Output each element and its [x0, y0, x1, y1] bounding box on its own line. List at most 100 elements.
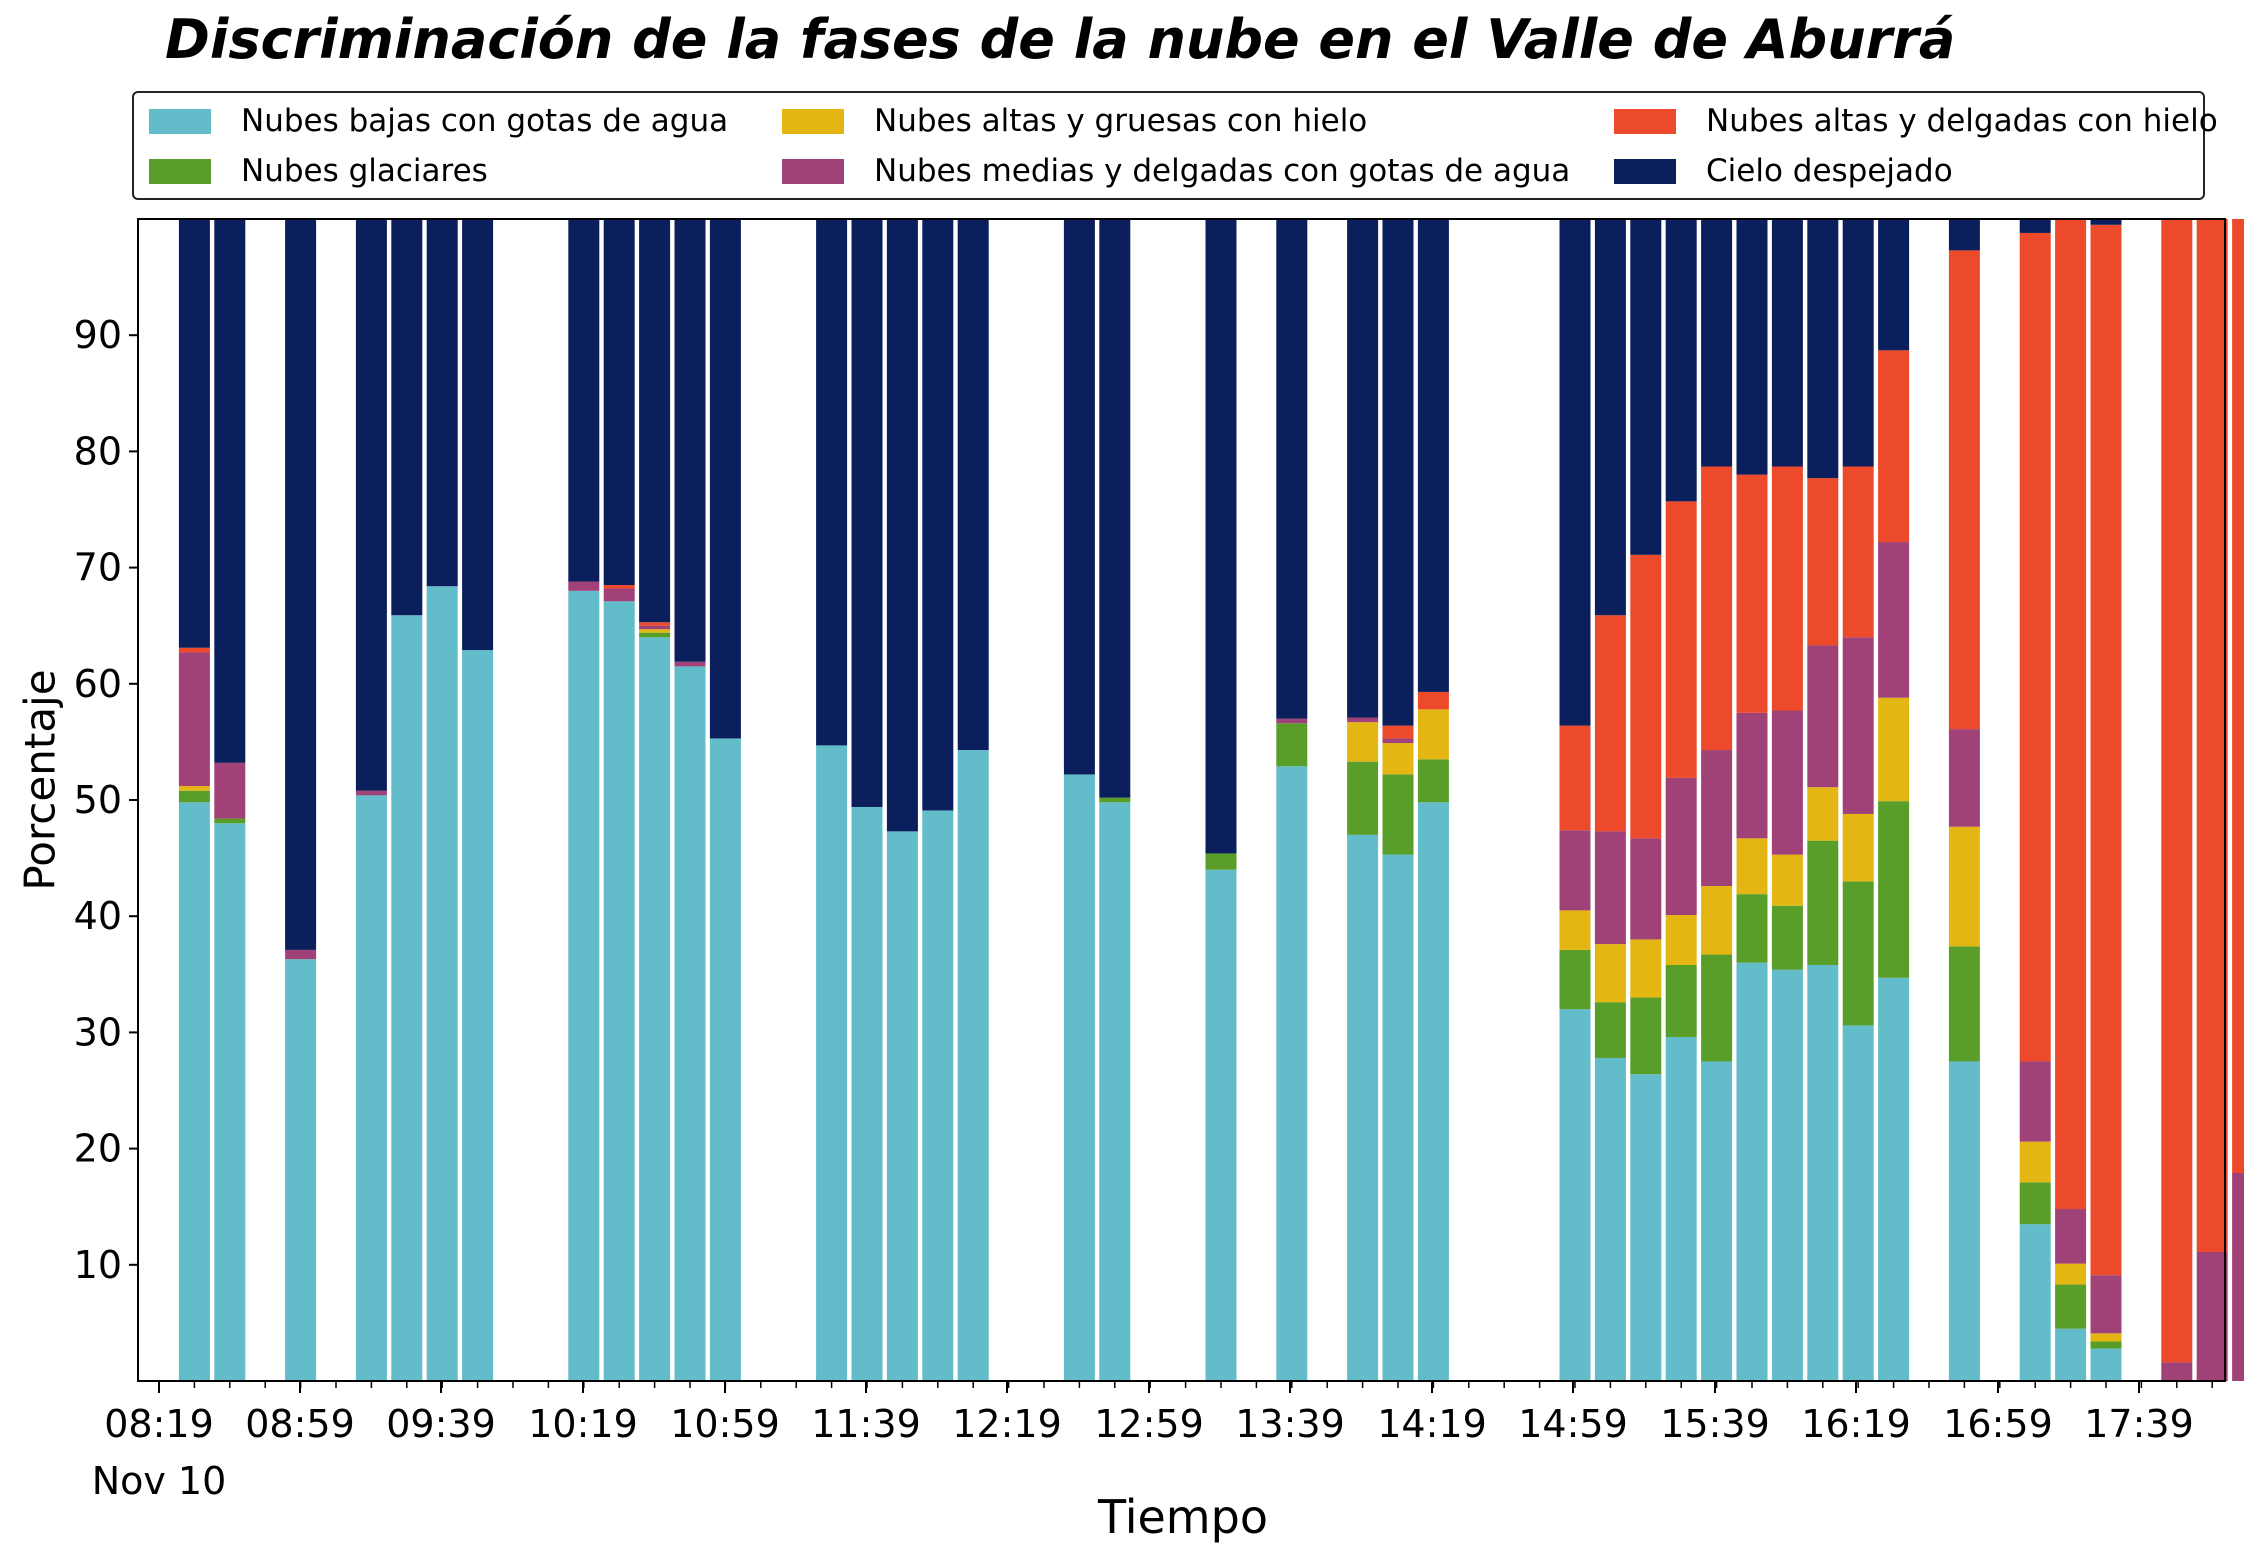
bar-segment	[1736, 712, 1768, 839]
bar-segment	[1807, 478, 1839, 646]
bar-segment	[2090, 219, 2122, 225]
bar-segment	[1559, 219, 1591, 726]
bar-segment	[1594, 219, 1626, 616]
bar-segment	[2161, 219, 2193, 1363]
bar-segment	[2055, 1284, 2087, 1329]
bar-segment	[674, 219, 706, 662]
bar-segment	[1771, 466, 1803, 711]
bar-segment	[1205, 853, 1237, 870]
bar-segment	[886, 831, 918, 1381]
bar-segment	[603, 219, 635, 586]
x-tick-sublabel: Nov 10	[92, 1459, 227, 1503]
chart-title: Discriminación de la fases de la nube en…	[165, 8, 1956, 71]
bar-segment	[1347, 219, 1379, 718]
x-tick-label: 13:39	[1235, 1402, 1345, 1446]
bar-segment	[2055, 1263, 2087, 1285]
bar-segment	[1701, 466, 1733, 751]
bar-segment	[639, 219, 671, 623]
bar-segment	[1807, 965, 1839, 1381]
x-tick-label: 10:59	[670, 1402, 780, 1446]
bar-segment	[1878, 350, 1910, 543]
bar-segment	[391, 615, 423, 1381]
bar-segment	[355, 795, 387, 1381]
bar-segment	[1842, 219, 1874, 467]
bar-segment	[1099, 219, 1131, 798]
bar-segment	[214, 219, 246, 763]
bar-segment	[1878, 697, 1910, 802]
bar-segment	[2090, 1348, 2122, 1381]
bar-segment	[568, 219, 600, 582]
bar-segment	[1771, 710, 1803, 855]
x-tick-label: 08:59	[245, 1402, 355, 1446]
bar-segment	[1382, 725, 1414, 739]
x-tick-label: 10:19	[528, 1402, 638, 1446]
bar-segment	[1347, 761, 1379, 835]
bar-segment	[426, 586, 458, 1381]
bar-segment	[957, 750, 989, 1381]
bar-segment	[639, 629, 671, 633]
bar-segment	[1842, 637, 1874, 814]
bar-segment	[1948, 219, 1980, 251]
bar-segment	[1807, 787, 1839, 841]
bar-segment	[1347, 834, 1379, 1381]
legend-label: Nubes altas y delgadas con hielo	[1706, 103, 2218, 139]
x-tick-label: 08:19	[104, 1402, 214, 1446]
bar-segment	[1948, 826, 1980, 947]
bar-segment	[214, 818, 246, 824]
y-tick-label: 50	[74, 778, 122, 822]
bar-segment	[1630, 939, 1662, 998]
bar-segment	[851, 219, 883, 807]
bar-segment	[2019, 219, 2051, 233]
bar-segment	[1276, 766, 1308, 1381]
bar-segment	[1205, 219, 1237, 854]
bar-segment	[1630, 554, 1662, 839]
bar-segment	[1099, 797, 1131, 803]
legend-label: Nubes bajas con gotas de agua	[241, 103, 729, 139]
bar-segment	[1665, 915, 1697, 966]
bar-segment	[1382, 219, 1414, 726]
bar-segment	[1807, 219, 1839, 479]
legend-item: Nubes altas y delgadas con hielo	[1614, 101, 2218, 141]
bar-segment	[1417, 709, 1449, 760]
bar-segment	[2055, 1328, 2087, 1381]
bar-segment	[1665, 501, 1697, 778]
bar-segment	[2055, 219, 2087, 1210]
bar-segment	[922, 219, 954, 811]
bar-segment	[1559, 830, 1591, 911]
bar-segment	[1771, 969, 1803, 1381]
bar-segment	[1842, 813, 1874, 882]
bar-segment	[2090, 1341, 2122, 1349]
bar-segment	[178, 652, 210, 787]
bar-segment	[462, 219, 494, 651]
bar-segment	[1665, 965, 1697, 1038]
bar-segment	[214, 762, 246, 819]
bar-segment	[1665, 1037, 1697, 1381]
legend-label: Nubes altas y gruesas con hielo	[874, 103, 1368, 139]
bar-segment	[603, 601, 635, 1381]
bar-segment	[1063, 774, 1095, 1381]
bar-segment	[178, 786, 210, 791]
bar-segment	[391, 219, 423, 616]
bar-segment	[2161, 1362, 2193, 1381]
bar-segment	[1417, 759, 1449, 803]
bar-segment	[639, 637, 671, 1381]
bar-segment	[1948, 1061, 1980, 1381]
legend-label: Nubes medias y delgadas con gotas de agu…	[874, 153, 1571, 189]
bar-segment	[709, 738, 741, 1381]
bar-segment	[851, 806, 883, 1381]
legend-swatch	[782, 108, 844, 134]
bar-segment	[2196, 219, 2228, 1253]
bar-segment	[1559, 910, 1591, 950]
bar-segment	[1063, 219, 1095, 775]
bar-segment	[1099, 802, 1131, 1381]
legend-label: Nubes glaciares	[241, 153, 488, 189]
bar-segment	[2090, 224, 2122, 1276]
bar-segment	[639, 625, 671, 630]
bar-segment	[462, 650, 494, 1381]
x-tick-label: 09:39	[386, 1402, 496, 1446]
bar-segment	[2019, 1182, 2051, 1225]
bar-segment	[2090, 1275, 2122, 1334]
legend-item: Nubes altas y gruesas con hielo	[782, 101, 1367, 141]
x-tick-label: 17:39	[2084, 1402, 2194, 1446]
legend-item: Nubes glaciares	[149, 151, 488, 191]
